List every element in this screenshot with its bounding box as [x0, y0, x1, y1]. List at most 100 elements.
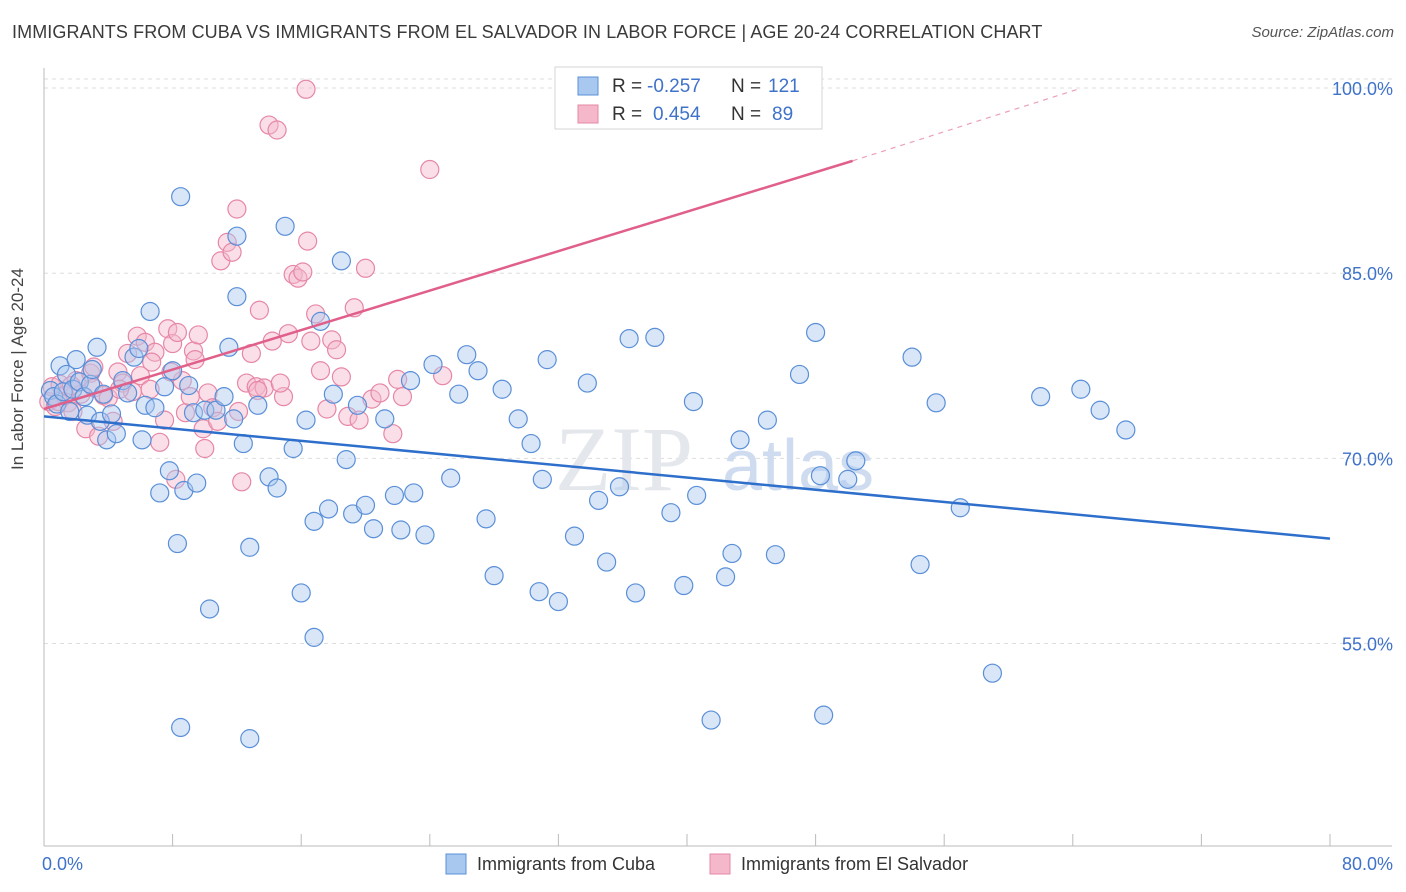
cuba-point [375, 409, 395, 429]
cuba-point [171, 187, 191, 207]
cuba-point [87, 337, 107, 357]
cuba-trend-line [43, 415, 1331, 540]
salvador-point [298, 231, 318, 251]
cuba-point [291, 583, 311, 603]
stats-n-value-cuba: 121 [768, 76, 800, 97]
cuba-point [132, 430, 152, 450]
legend-label-cuba: Immigrants from Cuba [477, 854, 656, 874]
stats-n-label-cuba: N = [731, 76, 761, 97]
cuba-point [318, 499, 339, 519]
y-tick-label: 100.0% [1332, 79, 1393, 99]
stats-legend-box [554, 66, 823, 130]
salvador-point [370, 383, 390, 403]
cuba-point [645, 327, 665, 348]
salvador-point [248, 380, 268, 401]
cuba-point [1031, 387, 1051, 407]
salvador-point [150, 432, 170, 452]
cuba-point [521, 433, 541, 454]
salvador-point [267, 120, 287, 140]
salvador-point [326, 340, 347, 360]
cuba-point [304, 511, 324, 531]
salvador-point [222, 242, 242, 262]
legend-swatch-cuba [445, 853, 467, 875]
x-tick-label-max: 80.0% [1342, 854, 1393, 874]
cuba-point [296, 410, 316, 430]
cuba-point [902, 347, 922, 367]
cuba-point [304, 627, 324, 647]
salvador-point [142, 352, 162, 372]
salvador-point [355, 258, 376, 278]
salvador-point [322, 330, 342, 350]
salvador-point [163, 333, 183, 354]
salvador-point [296, 79, 316, 99]
y-tick-label: 85.0% [1342, 264, 1393, 284]
cuba-point [267, 478, 287, 498]
cuba-point [69, 372, 89, 392]
cuba-point [548, 591, 569, 612]
cuba-point [159, 461, 179, 481]
cuba-point [683, 391, 704, 412]
cuba-point [82, 359, 102, 380]
cuba-point [532, 469, 552, 489]
stats-swatch-cuba [577, 76, 599, 96]
cuba-point [117, 383, 138, 403]
cuba-point [910, 554, 930, 575]
cuba-point [838, 469, 858, 489]
salvador-point [217, 232, 237, 252]
cuba-point [484, 566, 504, 586]
cuba-point [730, 430, 750, 450]
cuba-point [588, 490, 609, 510]
stats-n-label-salvador: N = [731, 104, 761, 125]
cuba-point [384, 485, 405, 506]
cuba-point [814, 705, 834, 725]
stats-r-value-salvador: 0.454 [653, 104, 701, 125]
cuba-point [441, 468, 461, 488]
stats-n-value-salvador: 89 [772, 104, 793, 125]
cuba-point [1090, 400, 1110, 420]
cuba-point [1071, 379, 1091, 399]
cuba-point [529, 582, 549, 602]
cuba-point [214, 387, 234, 407]
salvador-point [383, 424, 403, 444]
cuba-point [687, 485, 707, 506]
cuba-point [323, 384, 343, 404]
salvador-point [188, 325, 208, 345]
cuba-point [66, 350, 86, 370]
cuba-point [674, 575, 694, 596]
cuba-point [423, 354, 443, 375]
stats-legend: R = -0.257 N = 121 R = 0.454 N = 89 [554, 66, 823, 130]
cuba-point [195, 400, 215, 420]
trend-lines [43, 88, 1331, 540]
salvador-point [227, 199, 247, 219]
cuba-point [145, 398, 165, 418]
cuba-point [508, 409, 528, 429]
stats-swatch-salvador [577, 104, 599, 124]
cuba-point [167, 533, 188, 554]
cuba-point [597, 552, 617, 572]
cuba-point [179, 375, 199, 396]
cuba-points [40, 187, 1136, 749]
salvador-point [195, 438, 215, 459]
cuba-point [926, 393, 946, 413]
x-tick-label-min: 0.0% [42, 854, 83, 874]
cuba-point [950, 498, 970, 518]
cuba-point [331, 251, 351, 271]
cuba-point [101, 404, 122, 424]
cuba-point [355, 495, 376, 515]
salvador-point [167, 322, 188, 343]
cuba-point [564, 526, 585, 546]
cuba-point [183, 403, 204, 423]
cuba-point [248, 395, 268, 415]
stats-r-label-cuba: R = [612, 76, 642, 97]
cuba-point [171, 717, 191, 738]
salvador-point [310, 361, 331, 381]
cuba-point [81, 374, 101, 394]
cuba-point [336, 450, 356, 470]
legend-label-salvador: Immigrants from El Salvador [741, 854, 968, 874]
axes [43, 68, 1392, 847]
cuba-point [577, 373, 597, 393]
cuba-point [400, 371, 421, 391]
watermark-zip: ZIP [555, 408, 693, 510]
cuba-point [106, 424, 126, 444]
